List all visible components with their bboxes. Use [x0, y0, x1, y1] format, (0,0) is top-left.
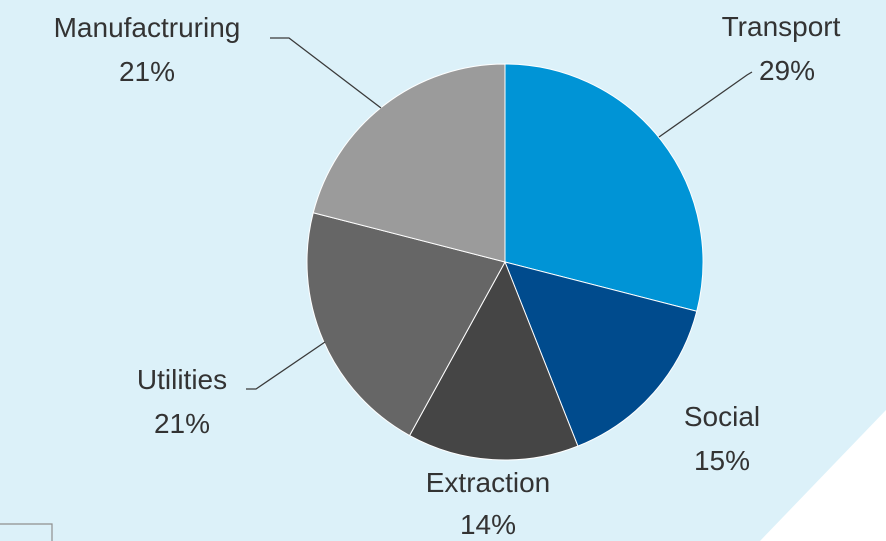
- pie-slice-utilities: [306, 212, 506, 437]
- label-transport-name: Transport: [722, 11, 841, 42]
- label-utilities-name: Utilities: [137, 364, 227, 395]
- label-transport-value: 29%: [759, 55, 815, 86]
- label-extraction-name: Extraction: [426, 467, 551, 498]
- pie-slice-extraction: [408, 260, 579, 461]
- pie-slice-manufactruring: [312, 63, 506, 263]
- pie-slice-transport: [504, 63, 704, 312]
- label-manufacturing-value: 21%: [119, 56, 175, 87]
- label-extraction-value: 14%: [460, 509, 516, 540]
- label-social-value: 15%: [694, 445, 750, 476]
- leader-line-transport: [658, 71, 753, 138]
- leader-line-utilities: [246, 341, 326, 390]
- pie-slice-social: [504, 261, 698, 447]
- label-utilities-value: 21%: [154, 408, 210, 439]
- frame-corner: [0, 523, 53, 541]
- label-manufacturing-name: Manufactruring: [54, 12, 241, 43]
- pie-slices: [306, 63, 704, 461]
- label-social-name: Social: [684, 401, 760, 432]
- leader-line-manufacturing: [270, 37, 382, 109]
